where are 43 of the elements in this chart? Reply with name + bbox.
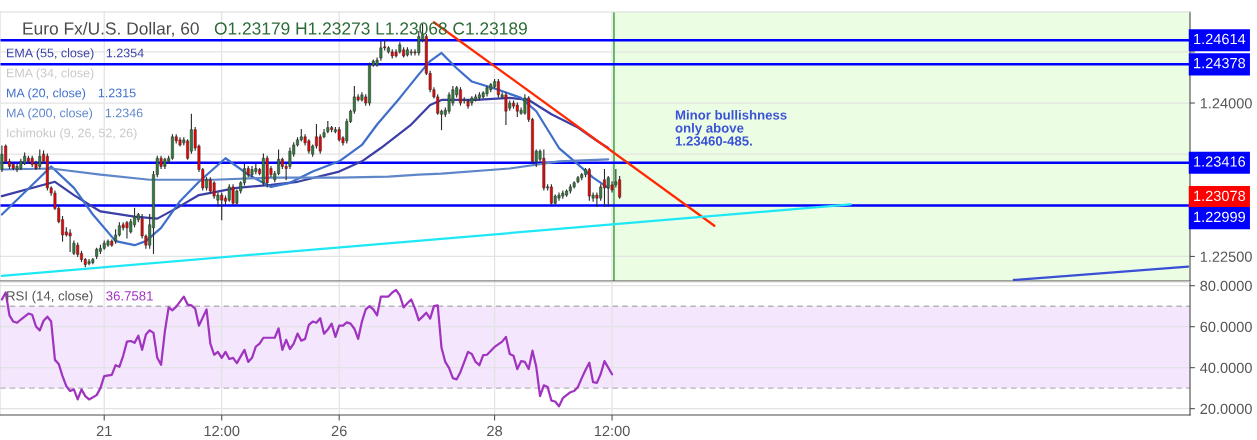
x-tick-label: 12:00 xyxy=(204,425,240,437)
candlestick xyxy=(368,62,371,106)
candlestick xyxy=(557,192,561,201)
candlestick xyxy=(87,258,91,266)
candlestick xyxy=(0,145,4,173)
text: MA (20, close) xyxy=(7,88,86,100)
candlestick xyxy=(125,221,129,239)
ref-line-label: 1.24614 xyxy=(1194,33,1246,45)
x-tick-label: 12:00 xyxy=(594,425,630,437)
x-tick-label: 21 xyxy=(96,425,112,436)
x-tick-label: 26 xyxy=(331,425,347,437)
candlestick xyxy=(15,163,19,173)
annotation: 1.2315 xyxy=(98,88,136,98)
candlestick xyxy=(618,176,622,199)
text: RSI (14, close) xyxy=(7,290,93,304)
candlestick xyxy=(231,184,235,205)
y-tick-label: 60.0000 xyxy=(1200,321,1252,333)
annotation: 1.2354 xyxy=(106,48,144,58)
candlestick xyxy=(220,192,224,221)
ref-line-label: 1.24378 xyxy=(1194,57,1246,69)
text: 1.23078 xyxy=(1194,190,1246,202)
ref-line-label: 1.23416 xyxy=(1194,156,1246,167)
text: MA (200, close) xyxy=(7,108,93,120)
annotation: Minor bullishness only above 1.23460-485. xyxy=(675,110,787,146)
candlestick xyxy=(38,149,42,170)
candlestick xyxy=(68,229,72,252)
annotation: 36.7581 xyxy=(106,291,153,301)
text: EMA (55, close) xyxy=(7,48,94,60)
y-tick-label: 80.0000 xyxy=(1200,280,1252,292)
y-tick-label: 1.22500 xyxy=(1200,251,1252,262)
line-series xyxy=(0,288,614,408)
candlestick xyxy=(504,92,508,126)
ref-line-label: 1.22999 xyxy=(1194,211,1246,223)
candlestick xyxy=(170,134,174,160)
y-tick-label: 1.24000 xyxy=(1200,98,1252,109)
chart-title: Euro Fx/U.S. Dollar, 60 xyxy=(23,21,199,37)
y-tick-label: 20.0000 xyxy=(1200,403,1252,415)
x-tick-label: 28 xyxy=(487,425,503,437)
annotation: 1.2346 xyxy=(105,108,143,118)
candlestick xyxy=(603,168,606,207)
y-tick-label: 40.0000 xyxy=(1200,362,1252,374)
candlestick xyxy=(250,165,254,178)
candlestick xyxy=(512,100,515,109)
